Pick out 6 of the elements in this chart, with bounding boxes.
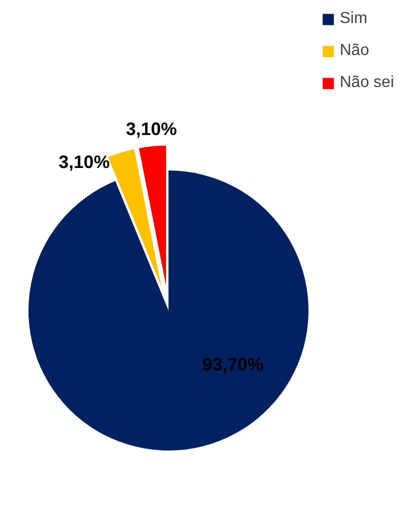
data-label: 3,10% [126, 119, 177, 140]
legend-label: Não sei [340, 74, 394, 92]
legend-label: Não [340, 42, 370, 60]
data-label: 3,10% [58, 152, 110, 172]
legend-label: Sim [340, 10, 368, 28]
data-label: 93,70% [202, 354, 264, 374]
